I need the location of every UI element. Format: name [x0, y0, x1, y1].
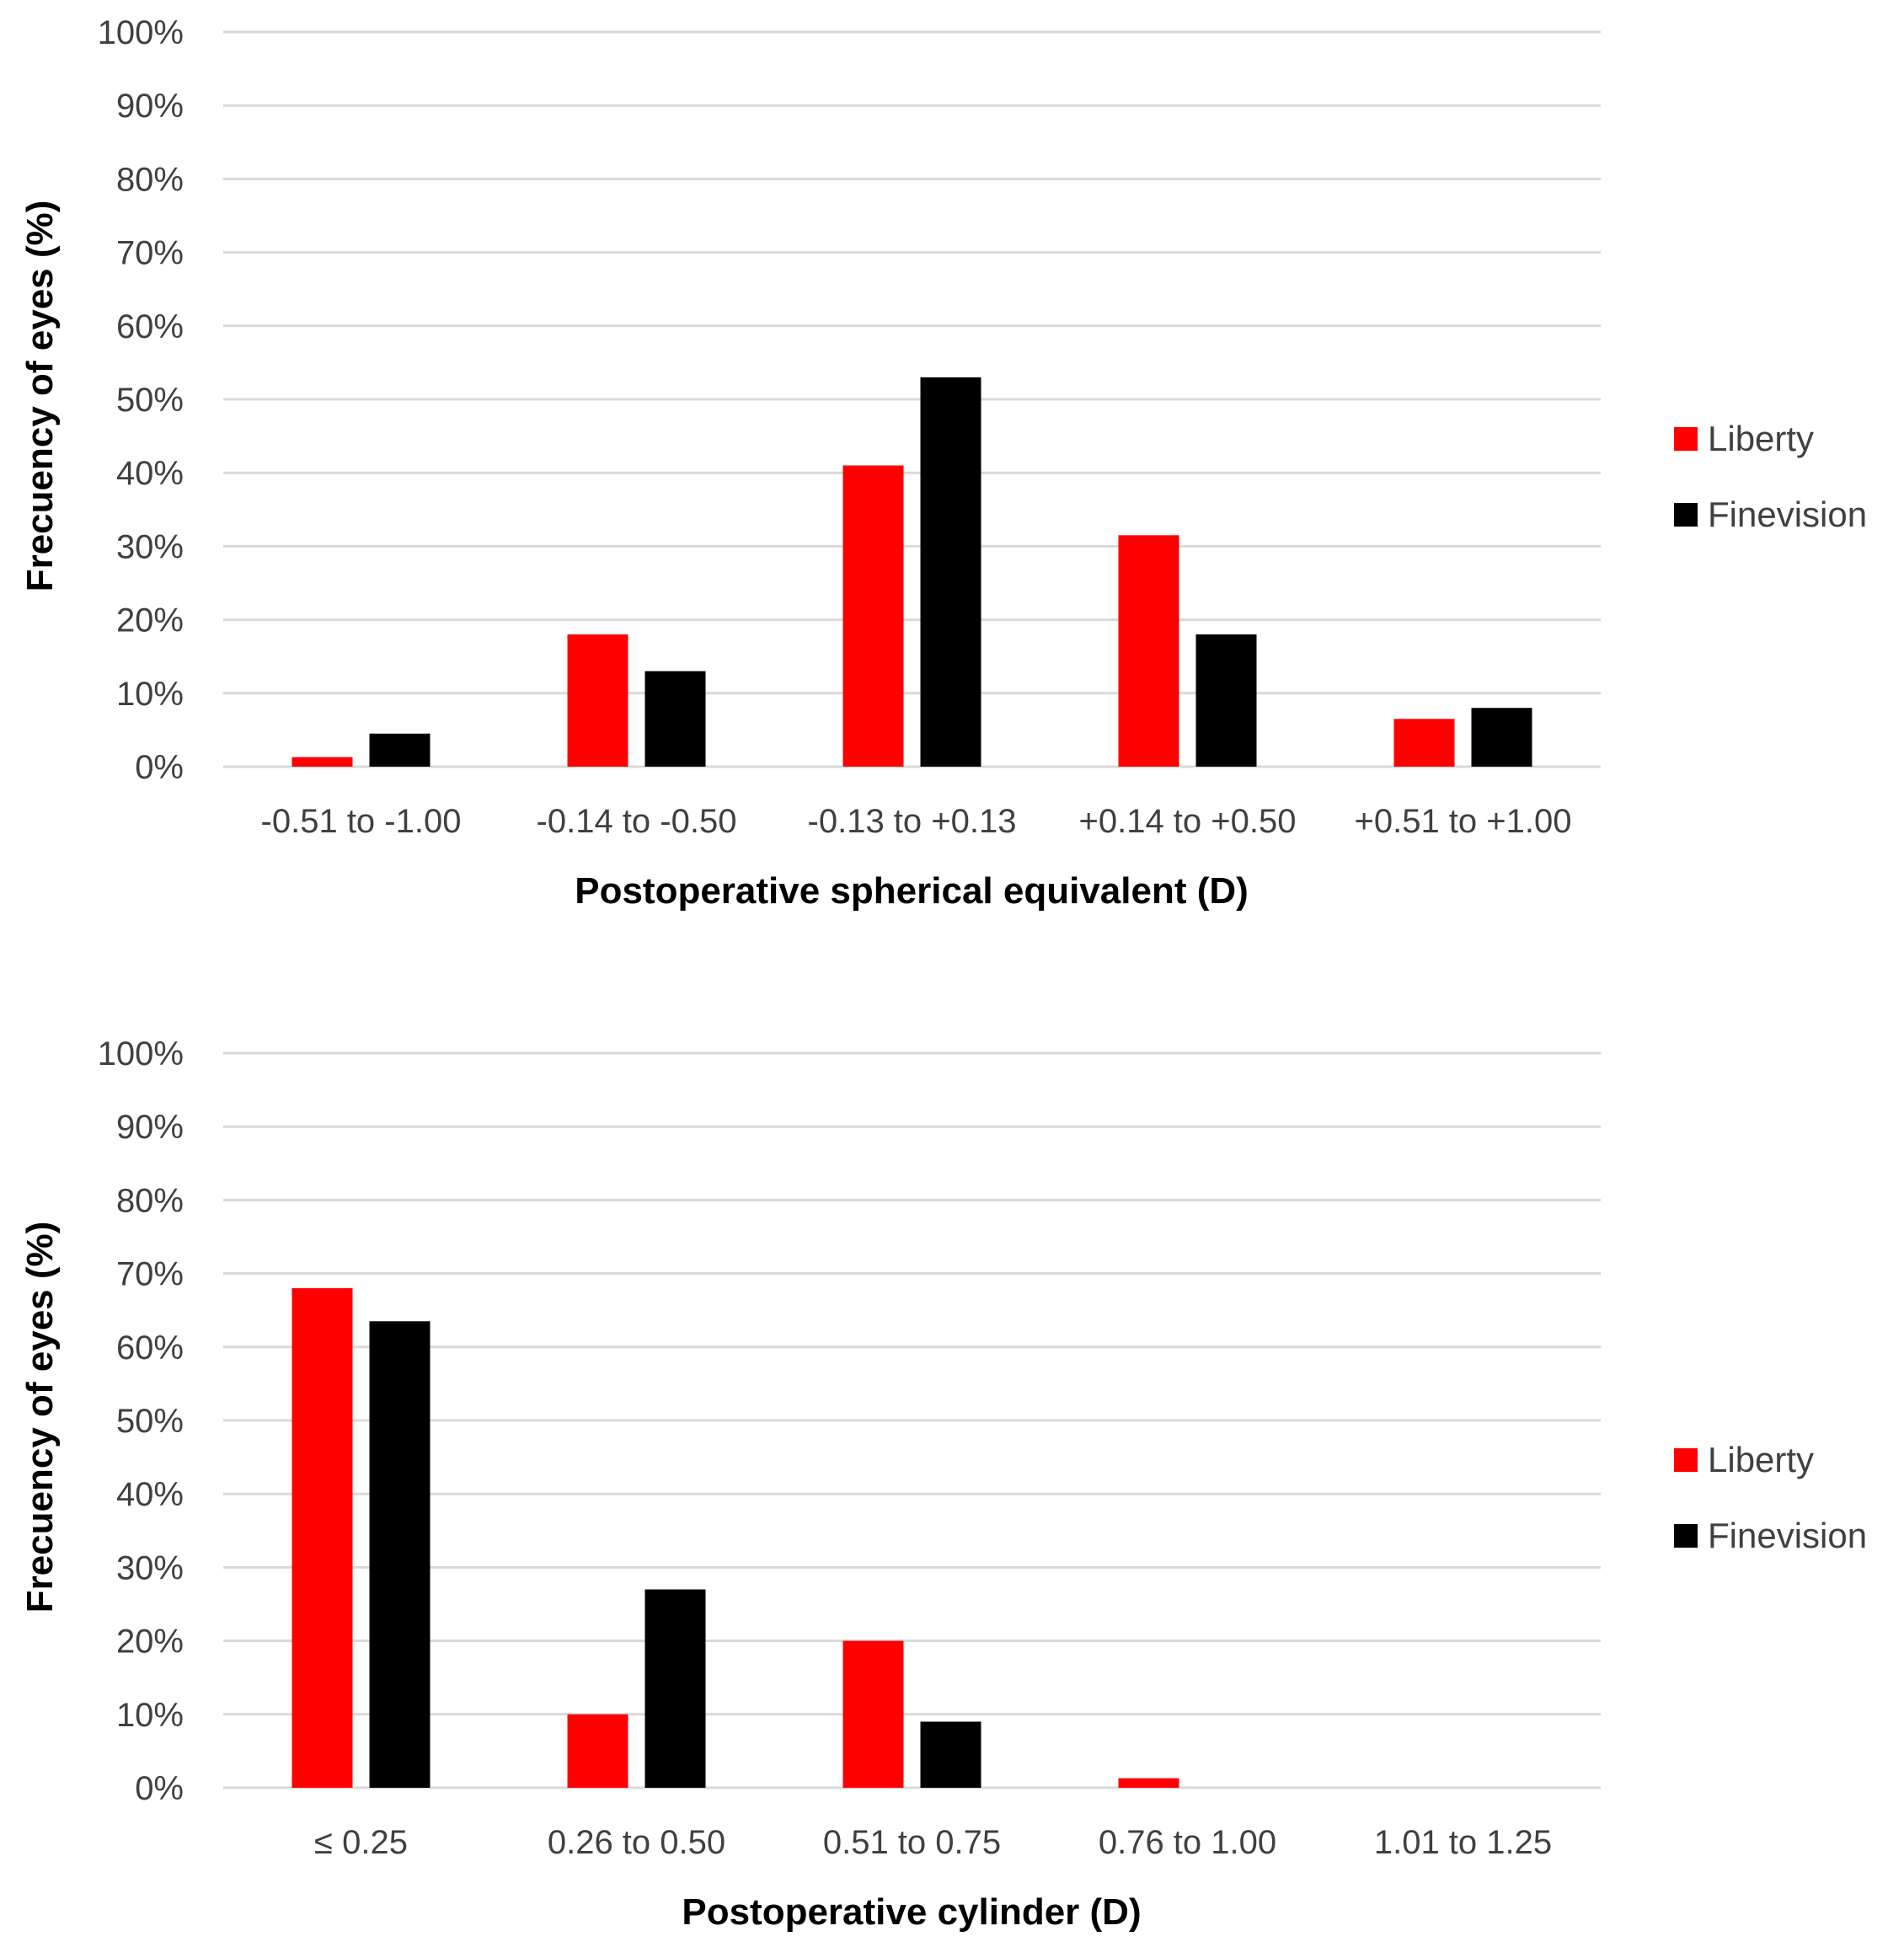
- bar-finevision: [920, 377, 981, 767]
- y-tick-label: 20%: [116, 1623, 184, 1661]
- y-tick-labels: 0% 10% 20% 30% 40% 50% 60% 70% 80% 90% 100%: [98, 14, 184, 786]
- bar-liberty: [291, 1288, 353, 1788]
- y-tick-label: 0%: [135, 749, 184, 786]
- bar-liberty: [1118, 535, 1179, 767]
- y-tick-label: 100%: [98, 14, 184, 51]
- chart-spherical-equivalent: 0% 10% 20% 30% 40% 50% 60% 70% 80% 90% 100% -0.51 …: [19, 14, 1867, 912]
- y-tick-labels: 0% 10% 20% 30% 40% 50% 60% 70% 80% 90% 100%: [98, 1035, 184, 1807]
- y-tick-label: 30%: [116, 528, 184, 565]
- legend-label-liberty: Liberty: [1708, 1440, 1814, 1479]
- bar-liberty: [567, 1714, 628, 1788]
- y-tick-label: 20%: [116, 602, 184, 639]
- x-axis-title: Postoperative cylinder (D): [682, 1891, 1141, 1933]
- bar-liberty: [1393, 719, 1455, 767]
- y-tick-label: 100%: [98, 1035, 184, 1072]
- y-tick-label: 40%: [116, 1476, 184, 1513]
- gridlines: [223, 1051, 1601, 1789]
- legend-swatch-finevision: [1674, 503, 1698, 527]
- legend-swatch-finevision: [1674, 1524, 1698, 1548]
- y-tick-label: 0%: [135, 1770, 184, 1807]
- y-tick-label: 70%: [116, 1256, 184, 1293]
- x-category-labels: -0.51 to -1.00 -0.14 to -0.50 -0.13 to +0.…: [261, 803, 1572, 840]
- bar-liberty: [842, 1640, 904, 1788]
- bars: [291, 1288, 1179, 1788]
- x-category-label: -0.51 to -1.00: [261, 803, 462, 840]
- x-category-label: -0.14 to -0.50: [537, 803, 737, 840]
- y-tick-label: 50%: [116, 1403, 184, 1440]
- x-category-label: ≤ 0.25: [314, 1824, 408, 1861]
- bar-finevision: [644, 671, 706, 767]
- bar-liberty: [567, 634, 628, 767]
- x-axis-title: Postoperative spherical equivalent (D): [575, 870, 1249, 912]
- y-tick-label: 40%: [116, 455, 184, 492]
- chart-cylinder: 0% 10% 20% 30% 40% 50% 60% 70% 80% 90% 100% ≤ 0.25…: [19, 1035, 1867, 1933]
- legend-swatch-liberty: [1674, 1448, 1698, 1472]
- bar-finevision: [1471, 708, 1532, 767]
- y-tick-label: 50%: [116, 382, 184, 419]
- x-category-labels: ≤ 0.25 0.26 to 0.50 0.51 to 0.75 0.76 to 1.…: [314, 1824, 1552, 1861]
- bars: [291, 377, 1532, 767]
- y-tick-label: 60%: [116, 1329, 184, 1367]
- y-tick-label: 10%: [116, 676, 184, 713]
- bar-liberty: [842, 465, 904, 767]
- y-tick-label: 60%: [116, 308, 184, 345]
- legend-swatch-liberty: [1674, 427, 1698, 451]
- x-category-label: 0.51 to 0.75: [823, 1824, 1001, 1861]
- legend: Liberty Finevision: [1674, 419, 1867, 534]
- y-tick-label: 30%: [116, 1549, 184, 1586]
- x-category-label: +0.14 to +0.50: [1078, 803, 1296, 840]
- x-category-label: 1.01 to 1.25: [1374, 1824, 1552, 1861]
- bar-finevision: [369, 1321, 431, 1788]
- y-tick-label: 90%: [116, 1109, 184, 1146]
- x-category-label: 0.76 to 1.00: [1099, 1824, 1276, 1861]
- bar-finevision: [920, 1721, 981, 1788]
- y-tick-label: 90%: [116, 88, 184, 125]
- legend-label-liberty: Liberty: [1708, 419, 1814, 458]
- y-axis-title: Frecuency of eyes (%): [19, 201, 61, 592]
- gridlines: [223, 30, 1601, 768]
- y-axis-title: Frecuency of eyes (%): [19, 1222, 61, 1613]
- x-category-label: +0.51 to +1.00: [1354, 803, 1571, 840]
- bar-liberty: [291, 757, 353, 767]
- x-category-label: -0.13 to +0.13: [808, 803, 1017, 840]
- x-category-label: 0.26 to 0.50: [548, 1824, 725, 1861]
- y-tick-label: 80%: [116, 161, 184, 198]
- bar-finevision: [369, 733, 431, 767]
- legend-label-finevision: Finevision: [1708, 1516, 1867, 1555]
- y-tick-label: 10%: [116, 1697, 184, 1734]
- y-tick-label: 70%: [116, 235, 184, 272]
- bar-finevision: [1195, 634, 1257, 767]
- legend-label-finevision: Finevision: [1708, 495, 1867, 534]
- bar-finevision: [644, 1589, 706, 1788]
- y-tick-label: 80%: [116, 1182, 184, 1219]
- bar-liberty: [1118, 1778, 1179, 1788]
- legend: Liberty Finevision: [1674, 1440, 1867, 1555]
